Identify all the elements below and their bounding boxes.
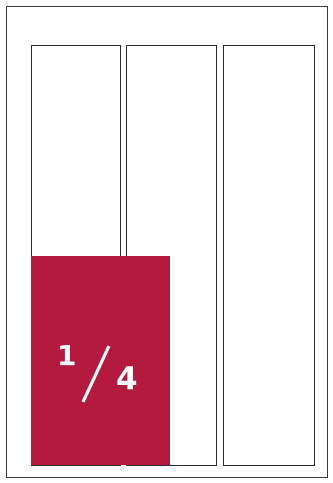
column-3 [223,45,315,466]
fraction-denominator: 4 [116,364,138,395]
quarter-highlight-block: 1 4 [31,256,170,465]
fraction-slash [31,256,170,465]
